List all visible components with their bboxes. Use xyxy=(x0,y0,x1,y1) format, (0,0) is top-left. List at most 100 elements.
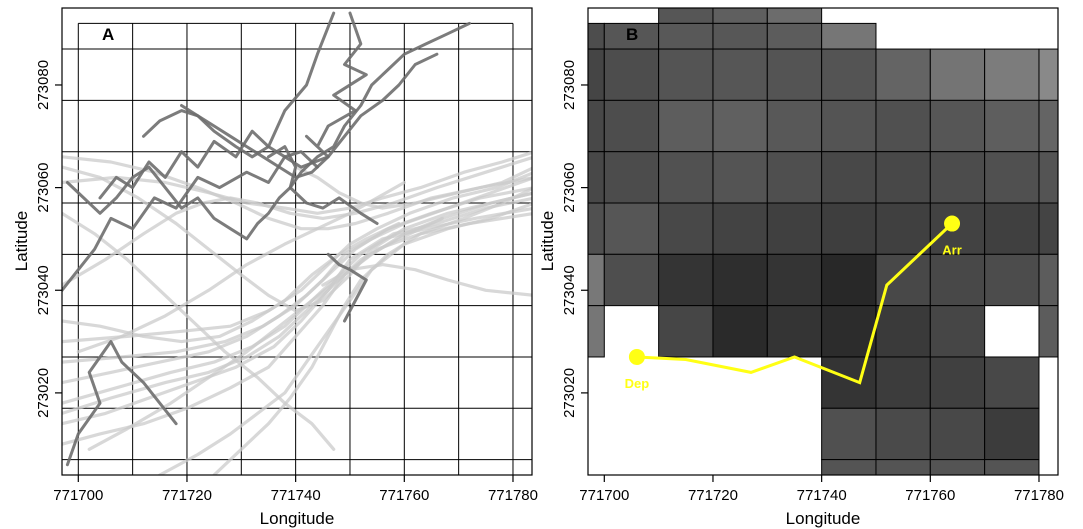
panel-a-track-light xyxy=(62,165,532,313)
panel-a-frame xyxy=(61,7,533,476)
panel-b-y-axis: 273020 273040 273060 273080 xyxy=(561,60,588,418)
panel-b-cell xyxy=(658,8,714,24)
panel-a-y-tick-label: 273060 xyxy=(35,163,52,213)
panel-b-cell xyxy=(603,151,660,204)
panel-b-cell xyxy=(588,305,605,358)
panel-b-cell xyxy=(766,48,823,101)
panel-b-cell xyxy=(875,253,931,307)
panel-b-cell xyxy=(984,99,1040,153)
panel-b-cell xyxy=(712,48,768,101)
panel-b-cell xyxy=(984,459,1040,475)
panel-b-cell xyxy=(929,356,986,409)
panel-a-track-light xyxy=(76,180,406,354)
panel-b-cells xyxy=(588,8,1058,475)
panel-b-cell xyxy=(712,22,768,50)
panel-b-cell xyxy=(875,305,931,358)
panel-b-cell xyxy=(875,151,931,204)
panel-b-cell xyxy=(821,407,877,461)
panel-b-cell xyxy=(766,202,823,255)
panel-b-cell xyxy=(984,202,1040,255)
panel-b-cell xyxy=(1038,253,1058,307)
panel-a-x-axis-title: Longitude xyxy=(260,509,335,528)
panel-a-x-tick-label: 771780 xyxy=(488,487,538,504)
panel-b-cell xyxy=(821,151,877,204)
panel-b-cell xyxy=(766,305,823,358)
panel-b-cell xyxy=(588,253,605,307)
panel-b-cell xyxy=(821,305,877,358)
panel-b-cell xyxy=(603,202,660,255)
panel-b-cell xyxy=(1038,48,1058,101)
panel-a-track-light xyxy=(62,211,336,451)
panel-b-cell xyxy=(929,99,986,153)
panel-b-cell xyxy=(1038,151,1058,204)
panel-a-track-dark xyxy=(180,52,439,179)
panel-a-grid xyxy=(62,22,532,475)
panel-a-track-light xyxy=(62,176,532,364)
panel-b-x-axis: 771700 771720 771740 771760 771780 xyxy=(579,475,1064,504)
panel-b-cell xyxy=(821,99,877,153)
panel-a-x-axis: 771700 771720 771740 771760 771780 xyxy=(53,475,538,504)
panel-b-y-tick-label: 273060 xyxy=(561,163,578,213)
panel-b-cell xyxy=(658,202,714,255)
panel-a-track-dark xyxy=(267,145,379,225)
panel-b-cell xyxy=(712,151,768,204)
panel-a-track-light xyxy=(158,202,532,475)
departure-label: Dep xyxy=(625,376,650,391)
panel-b-cell xyxy=(712,253,768,307)
panel-b-cell xyxy=(766,99,823,153)
panel-b-x-tick-label: 771760 xyxy=(905,487,955,504)
panel-b-cell xyxy=(603,99,660,153)
panel-b-cell xyxy=(821,202,877,255)
panel-b-cell xyxy=(588,48,605,101)
panel-b-cell xyxy=(658,48,714,101)
panel-b-cell xyxy=(821,22,877,50)
panel-b-cell xyxy=(603,48,660,101)
panel-b-x-tick-label: 771780 xyxy=(1014,487,1064,504)
panel-a-x-tick-label: 771700 xyxy=(53,487,103,504)
panel-b-cell xyxy=(875,407,931,461)
panel-a-y-tick-label: 273040 xyxy=(35,265,52,315)
panel-b-label: B xyxy=(626,25,638,44)
panel-a-x-tick-label: 771720 xyxy=(162,487,212,504)
panel-b-x-axis-title: Longitude xyxy=(786,509,861,528)
panel-b-cell xyxy=(984,407,1040,461)
panel-a-x-tick-label: 771760 xyxy=(379,487,429,504)
panel-b-y-tick-label: 273040 xyxy=(561,265,578,315)
panel-a-background xyxy=(62,8,532,475)
panel-b: 771700 771720 771740 771760 771780 273020273… xyxy=(538,7,1064,528)
panel-b-cell xyxy=(588,151,605,204)
arrival-marker xyxy=(944,215,961,232)
panel-b-cell xyxy=(875,202,931,255)
departure-marker xyxy=(628,348,645,365)
panel-b-cell xyxy=(875,48,931,101)
panel-b-cell xyxy=(1038,202,1058,255)
panel-b-cell xyxy=(875,99,931,153)
panel-b-cell xyxy=(712,8,768,24)
panel-b-cell xyxy=(821,253,877,307)
panel-a-track-dark xyxy=(65,21,471,241)
panel-b-trajectory xyxy=(628,215,961,385)
panel-b-cell xyxy=(766,8,823,24)
panel-b-cell xyxy=(712,99,768,153)
panel-b-cell xyxy=(712,305,768,358)
panel-b-cell xyxy=(588,22,605,50)
panel-a-track-dark xyxy=(98,11,336,200)
panel-b-cell xyxy=(1038,99,1058,153)
panel-a-track-dark xyxy=(65,340,178,467)
panel-b-cell xyxy=(766,22,823,50)
panel-b-cell xyxy=(712,202,768,255)
panel-a-track-light xyxy=(87,216,444,451)
panel-b-cell xyxy=(658,99,714,153)
panel-b-cell xyxy=(984,253,1040,307)
panel-b-cell xyxy=(766,151,823,204)
panel-b-cell xyxy=(588,202,605,255)
panel-b-y-tick-label: 273080 xyxy=(561,60,578,110)
panel-b-cell xyxy=(929,305,986,358)
panel-b-x-tick-label: 771740 xyxy=(797,487,847,504)
panel-a-track-light xyxy=(62,171,532,344)
panel-b-cell xyxy=(929,48,986,101)
panel-b-cell xyxy=(1038,305,1058,358)
panel-b-cell xyxy=(658,22,714,50)
panel-a-track-light xyxy=(62,206,532,426)
